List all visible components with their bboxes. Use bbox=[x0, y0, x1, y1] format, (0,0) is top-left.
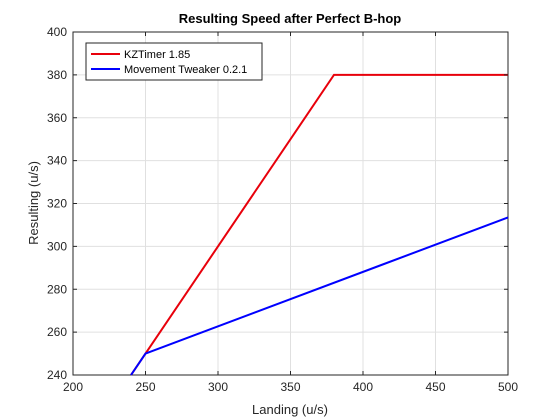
grid bbox=[72, 31, 509, 376]
legend-label-2: Movement Tweaker 0.2.1 bbox=[124, 64, 247, 76]
ticks: 200 250 300 350 400 450 500 240 260 280 300 320 340 3… bbox=[47, 25, 518, 394]
x-tick-label: 350 bbox=[280, 380, 300, 394]
series-group bbox=[130, 73, 509, 376]
y-tick-label: 400 bbox=[47, 25, 67, 39]
legend-box bbox=[85, 42, 263, 81]
x-tick-label: 300 bbox=[208, 380, 228, 394]
x-axis-label: Landing (u/s) bbox=[252, 402, 328, 417]
x-tick-label: 500 bbox=[498, 380, 518, 394]
series-line-2 bbox=[130, 216, 509, 376]
y-tick-label: 240 bbox=[47, 368, 67, 382]
y-tick-label: 320 bbox=[47, 197, 67, 211]
legend-label-1: KZTimer 1.85 bbox=[124, 49, 190, 61]
x-tick-label: 400 bbox=[353, 380, 373, 394]
chart-title: Resulting Speed after Perfect B-hop bbox=[179, 11, 402, 26]
x-tick-label: 200 bbox=[63, 380, 83, 394]
y-tick-label: 260 bbox=[47, 325, 67, 339]
y-tick-label: 340 bbox=[47, 154, 67, 168]
y-axis-label: Resulting (u/s) bbox=[26, 161, 41, 245]
y-tick-label: 300 bbox=[47, 239, 67, 253]
series-line-1 bbox=[130, 73, 508, 376]
y-tick-label: 280 bbox=[47, 282, 67, 296]
x-tick-label: 450 bbox=[425, 380, 445, 394]
legend: KZTimer 1.85 Movement Tweaker 0.2.1 bbox=[85, 42, 263, 81]
x-tick-label: 250 bbox=[135, 380, 155, 394]
y-tick-label: 380 bbox=[47, 68, 67, 82]
y-tick-label: 360 bbox=[47, 111, 67, 125]
